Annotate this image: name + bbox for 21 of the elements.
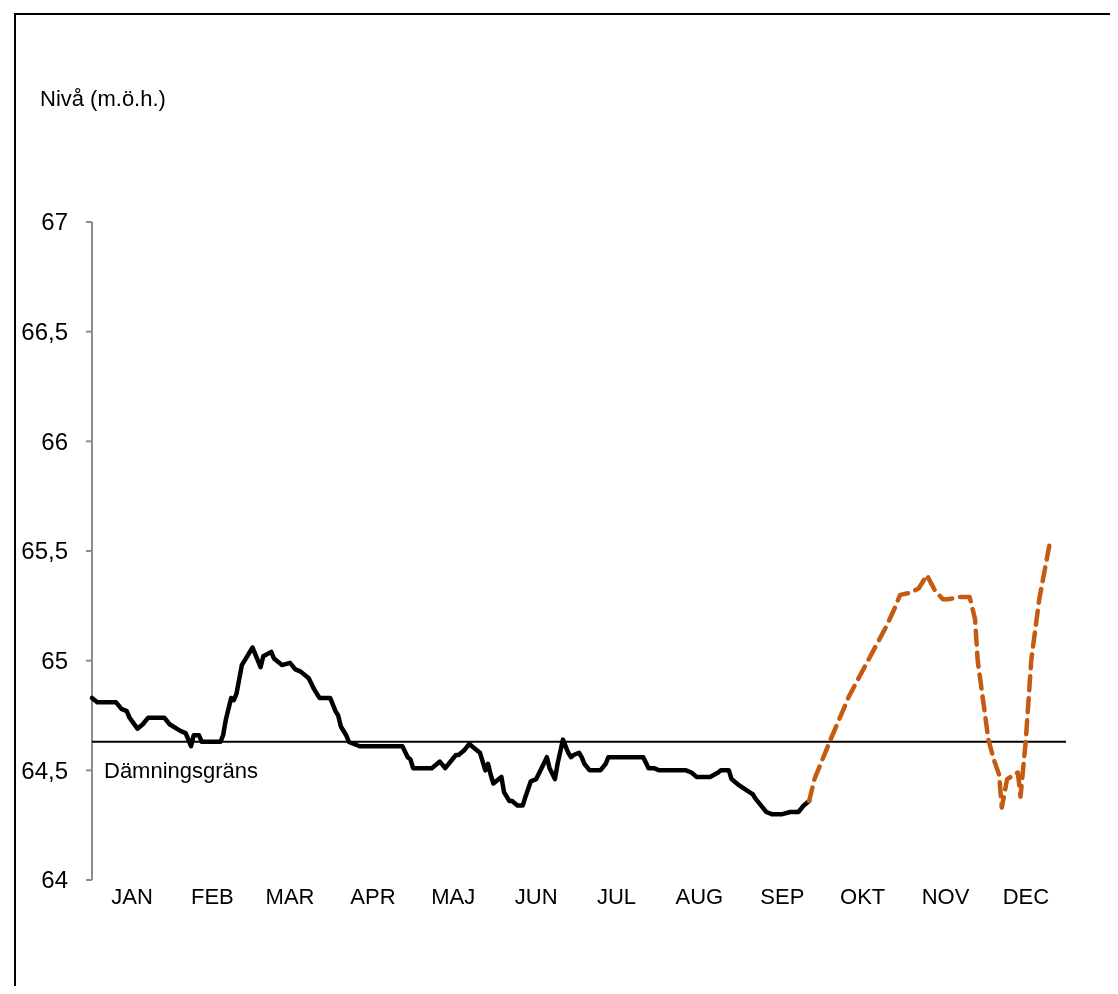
y-tick-label: 65,5 — [21, 537, 68, 565]
x-tick-label: JAN — [111, 884, 153, 909]
x-tick-label: JUL — [596, 884, 637, 909]
x-tick-label: NOV — [921, 884, 970, 909]
y-tick-label: 66 — [41, 427, 68, 455]
ref-line-label: Dämningsgräns — [104, 757, 259, 783]
y-tick-label: 64 — [41, 866, 68, 894]
y-tick-label: 64,5 — [21, 756, 68, 784]
x-tick-label: DEC — [1002, 884, 1050, 909]
y-axis-title: Nivå (m.ö.h.) — [40, 86, 166, 111]
y-tick-label: 66,5 — [21, 318, 68, 346]
x-tick-label: AUG — [675, 884, 724, 909]
y-tick-label: 67 — [41, 208, 68, 236]
x-tick-label: MAR — [265, 884, 315, 909]
y-tick-label: 65 — [41, 647, 68, 675]
x-tick-label: FEB — [191, 884, 234, 909]
x-tick-label: APR — [350, 884, 396, 909]
x-tick-label: JUN — [514, 884, 558, 909]
x-tick-label: OKT — [840, 884, 886, 909]
x-tick-label: SEP — [760, 884, 805, 909]
x-tick-label: MAJ — [431, 884, 476, 909]
